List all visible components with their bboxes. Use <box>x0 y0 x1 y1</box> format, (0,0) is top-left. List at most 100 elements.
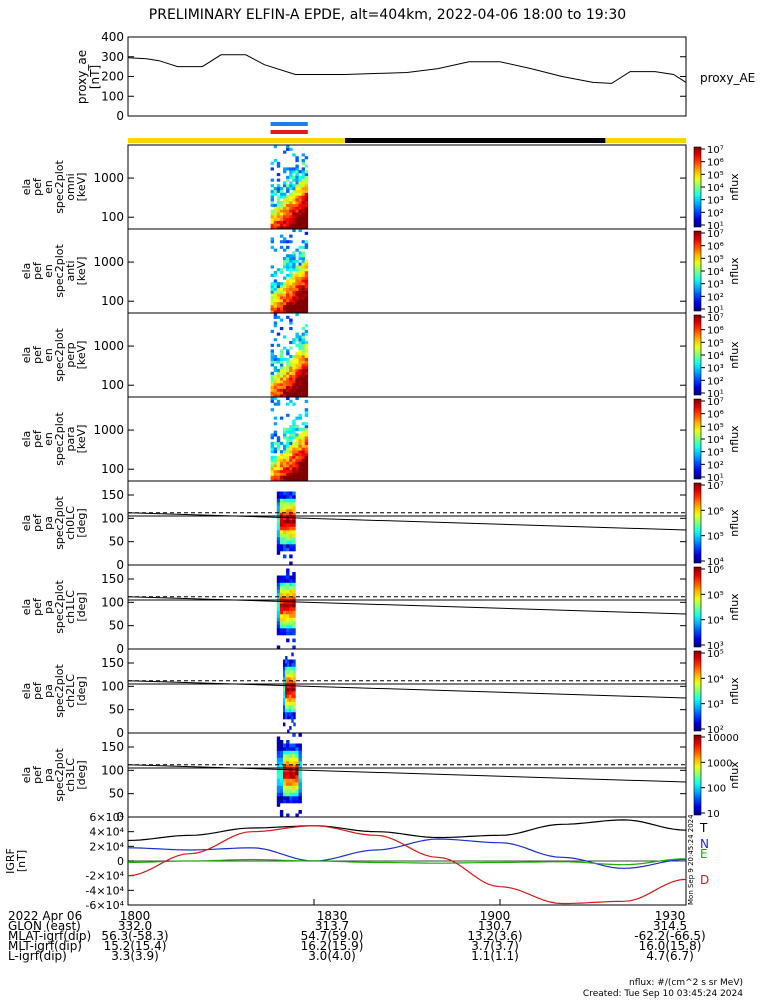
heatmap-cell <box>295 192 299 196</box>
heatmap-cell <box>279 785 284 790</box>
colorbar-tick-label: 10² <box>707 208 724 219</box>
heatmap-cell <box>283 544 287 548</box>
heatmap-cell <box>270 304 274 308</box>
igrf-legend-T: T <box>699 821 708 835</box>
heatmap-cell <box>276 220 281 224</box>
heatmap-cell <box>298 439 302 443</box>
heatmap-cell <box>286 209 290 213</box>
heatmap-cell <box>273 388 278 392</box>
heatmap-cell <box>283 799 287 804</box>
heatmap-cell <box>286 215 290 219</box>
panel-ylabel-line: pa <box>42 684 55 698</box>
heatmap-cell <box>289 220 293 224</box>
panel-ylabel: elapefenspec2plotpara[keV] <box>20 412 88 466</box>
ytick-label: 1000 <box>93 423 124 437</box>
heatmap-cell <box>276 757 281 762</box>
heatmap-cell <box>292 789 296 793</box>
heatmap-cell <box>286 307 290 311</box>
heatmap-cell <box>289 380 293 384</box>
heatmap-cell <box>270 287 274 291</box>
heatmap-cell <box>276 464 281 468</box>
heatmap-cell <box>287 687 290 692</box>
heatmap-cell <box>298 229 302 233</box>
heatmap-cell <box>301 276 305 280</box>
heatmap-cell <box>298 285 302 289</box>
heatmap-cell <box>289 540 293 545</box>
heatmap-cell <box>283 495 287 499</box>
heatmap-cell <box>298 478 302 482</box>
ephemeris-row: L-igrf(dip) 3.3(3.9) 3.0(4.0) 1.1(1.1) 4.7(6… <box>8 949 708 963</box>
heatmap-cell <box>279 287 284 291</box>
heatmap-cell <box>289 708 292 713</box>
heatmap-cell <box>289 433 293 437</box>
heatmap-cell <box>279 299 284 303</box>
heatmap-cell <box>289 677 292 681</box>
colorbar-tick-label: 10⁵ <box>707 170 724 181</box>
heatmap-cell <box>273 203 278 207</box>
ephemeris-value: 1830 <box>316 909 348 923</box>
heatmap-cell <box>270 360 274 364</box>
heatmap-cell <box>292 187 296 191</box>
heatmap-cell <box>285 694 288 699</box>
heatmap-cell <box>304 259 309 263</box>
heatmap-cell <box>292 782 296 786</box>
heatmap-cell <box>286 547 290 552</box>
heatmap-cell <box>289 285 293 289</box>
heatmap-cell <box>304 206 309 210</box>
heatmap-cell <box>289 198 293 202</box>
heatmap-cell <box>289 341 293 345</box>
heatmap-cell <box>292 733 296 737</box>
heatmap-cell <box>298 201 302 205</box>
heatmap-cell <box>291 666 294 671</box>
heatmap-cell <box>276 782 281 786</box>
heatmap-cell <box>295 198 299 202</box>
heatmap-cell <box>292 544 296 548</box>
heatmap-cell <box>286 290 290 294</box>
heatmap-cell <box>304 357 309 361</box>
heatmap-cell <box>292 785 296 790</box>
heatmap-cell <box>301 394 305 398</box>
heatmap-cell <box>304 472 309 476</box>
heatmap-cell <box>286 147 290 151</box>
heatmap-cell <box>295 363 299 367</box>
heatmap-cell <box>301 217 305 221</box>
colorbar <box>693 734 702 816</box>
heatmap-cell <box>304 268 309 272</box>
orbit-status-segment <box>128 138 345 143</box>
heatmap-cell <box>295 293 299 297</box>
heatmap-cell <box>279 579 284 583</box>
ephemeris-value: 3.7(3.7) <box>471 939 519 953</box>
heatmap-cell <box>285 712 288 716</box>
ytick-label: 1000 <box>93 255 124 269</box>
heatmap-cell <box>291 677 294 681</box>
heatmap-cell <box>273 206 278 210</box>
heatmap-cell <box>298 366 302 370</box>
heatmap-cell <box>298 450 302 454</box>
heatmap-cell <box>292 212 296 216</box>
igrf-ylabel-line: [nT] <box>15 850 28 872</box>
ephemeris-value: 15.2(15.4) <box>103 939 167 953</box>
heatmap-cell <box>289 299 293 303</box>
heatmap-cell <box>301 444 305 448</box>
heatmap-cell <box>286 304 290 308</box>
heatmap-cell <box>291 715 294 720</box>
heatmap-cell <box>279 586 284 590</box>
heatmap-cell <box>295 750 299 755</box>
heatmap-cell <box>295 226 299 230</box>
heatmap-cell <box>273 450 278 454</box>
heatmap-cell <box>286 217 290 221</box>
heatmap-cell <box>298 464 302 468</box>
heatmap-cell <box>293 687 296 692</box>
heatmap-cell <box>279 498 284 503</box>
heatmap-cell <box>283 757 287 762</box>
heatmap-cell <box>283 775 287 779</box>
heatmap-cell <box>270 299 274 303</box>
panel-ylabel-line: omni <box>64 173 77 200</box>
heatmap-cell <box>276 310 281 314</box>
heatmap-cell <box>292 282 296 286</box>
heatmap-cell <box>283 478 287 482</box>
heatmap-cell <box>289 206 293 210</box>
heatmap-cell <box>286 262 290 266</box>
colorbar <box>693 230 702 312</box>
heatmap-cell <box>286 245 290 249</box>
